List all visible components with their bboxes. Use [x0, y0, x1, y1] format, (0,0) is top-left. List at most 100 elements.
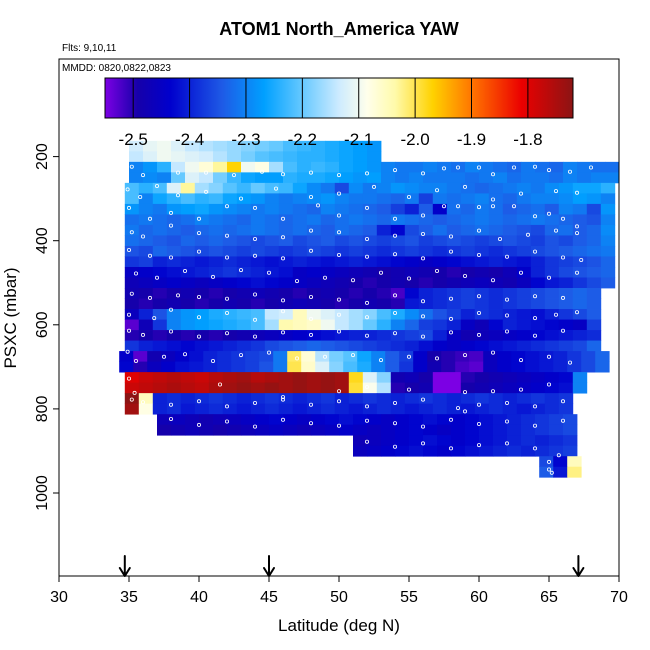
heatmap-cell	[530, 193, 546, 205]
heatmap-cell	[558, 245, 574, 257]
heatmap-cell	[152, 330, 168, 341]
heatmap-cell	[194, 340, 210, 352]
heatmap-cell	[362, 288, 378, 299]
heatmap-cell	[306, 319, 322, 331]
heatmap-cell	[133, 351, 148, 362]
heatmap-cell	[236, 340, 252, 352]
heatmap-cell	[572, 288, 588, 299]
heatmap-cell	[287, 351, 302, 362]
heatmap-cell	[390, 382, 406, 394]
heatmap-cell	[544, 393, 560, 405]
sample-marker	[266, 270, 271, 275]
heatmap-cell	[390, 288, 406, 299]
heatmap-cell	[497, 351, 512, 362]
heatmap-cell	[124, 382, 140, 394]
heatmap-cell	[558, 319, 574, 331]
heatmap-cell	[138, 235, 154, 247]
sample-marker	[224, 419, 229, 424]
heatmap-cell	[362, 235, 378, 247]
heatmap-cell	[423, 424, 438, 436]
heatmap-cell	[572, 340, 588, 352]
x-tick-label: 60	[470, 589, 488, 606]
sample-marker	[127, 205, 132, 210]
heatmap-cell	[488, 340, 504, 352]
heatmap-cell	[558, 382, 574, 394]
heatmap-cell	[157, 161, 172, 173]
heatmap-cell	[465, 414, 480, 426]
heatmap-cell	[166, 193, 182, 205]
heatmap-cell	[259, 361, 274, 373]
heatmap-cell	[185, 161, 200, 173]
heatmap-cell	[194, 372, 210, 384]
sample-marker	[336, 191, 341, 196]
sample-marker	[561, 399, 566, 404]
sample-marker	[392, 421, 397, 426]
heatmap-cell	[521, 172, 536, 184]
heatmap-cell	[236, 224, 252, 236]
heatmap-cell	[171, 172, 186, 184]
heatmap-cell	[544, 288, 560, 299]
heatmap-cell	[390, 298, 406, 310]
heatmap-cell	[194, 403, 210, 415]
heatmap-cell	[544, 298, 560, 310]
sample-marker	[238, 268, 243, 273]
heatmap-cell	[278, 309, 294, 320]
sample-marker	[336, 213, 341, 218]
sample-marker	[533, 316, 538, 321]
heatmap-cell	[255, 172, 270, 184]
sample-marker	[133, 271, 138, 276]
sample-marker	[476, 165, 481, 170]
heatmap-cell	[572, 224, 588, 236]
sample-marker	[490, 350, 495, 355]
heatmap-cell	[497, 361, 512, 373]
heatmap-cell	[124, 340, 140, 352]
heatmap-cell	[311, 424, 326, 436]
heatmap-cell	[227, 172, 242, 184]
sample-marker	[392, 310, 397, 315]
sample-marker	[280, 417, 285, 422]
heatmap-cell	[488, 319, 504, 331]
heatmap-cell	[362, 224, 378, 236]
heatmap-cell	[311, 172, 326, 184]
heatmap-cell	[278, 235, 294, 247]
heatmap-cell	[161, 351, 176, 362]
latitude-arrow	[572, 555, 585, 577]
heatmap-cell	[390, 193, 406, 205]
sample-marker	[420, 314, 425, 319]
sample-marker	[224, 204, 229, 209]
heatmap-cell	[539, 456, 554, 468]
heatmap-cell	[194, 203, 210, 215]
heatmap-cell	[334, 224, 350, 236]
heatmap-cell	[222, 193, 238, 205]
colorbar-tick-label: -2.3	[231, 130, 260, 149]
sample-marker	[336, 329, 341, 334]
heatmap-cell	[502, 193, 518, 205]
heatmap-cell	[558, 340, 574, 352]
sample-marker	[252, 317, 257, 322]
heatmap-cell	[390, 277, 406, 289]
heatmap-cell	[460, 277, 476, 289]
heatmap-cell	[250, 277, 266, 289]
heatmap-cell	[143, 140, 158, 152]
heatmap-cell	[348, 298, 364, 310]
heatmap-cell	[278, 256, 294, 268]
heatmap-cell	[558, 372, 574, 384]
heatmap-cell	[493, 414, 508, 426]
heatmap-cell	[404, 193, 420, 205]
heatmap-cell	[507, 172, 522, 184]
heatmap-cell	[278, 298, 294, 310]
heatmap-cell	[451, 414, 466, 426]
dates-label: MMDD: 0820,0822,0823	[62, 63, 171, 74]
heatmap-cell	[376, 245, 392, 257]
heatmap-cell	[558, 214, 574, 226]
heatmap-cell	[208, 256, 224, 268]
heatmap-cell	[404, 245, 420, 257]
heatmap-cell	[306, 288, 322, 299]
heatmap-cell	[353, 435, 368, 447]
sample-marker	[547, 354, 552, 359]
heatmap-cell	[432, 203, 448, 215]
sample-marker	[336, 423, 341, 428]
heatmap-cell	[269, 424, 284, 436]
sample-marker	[476, 228, 481, 233]
heatmap-cell	[404, 203, 420, 215]
